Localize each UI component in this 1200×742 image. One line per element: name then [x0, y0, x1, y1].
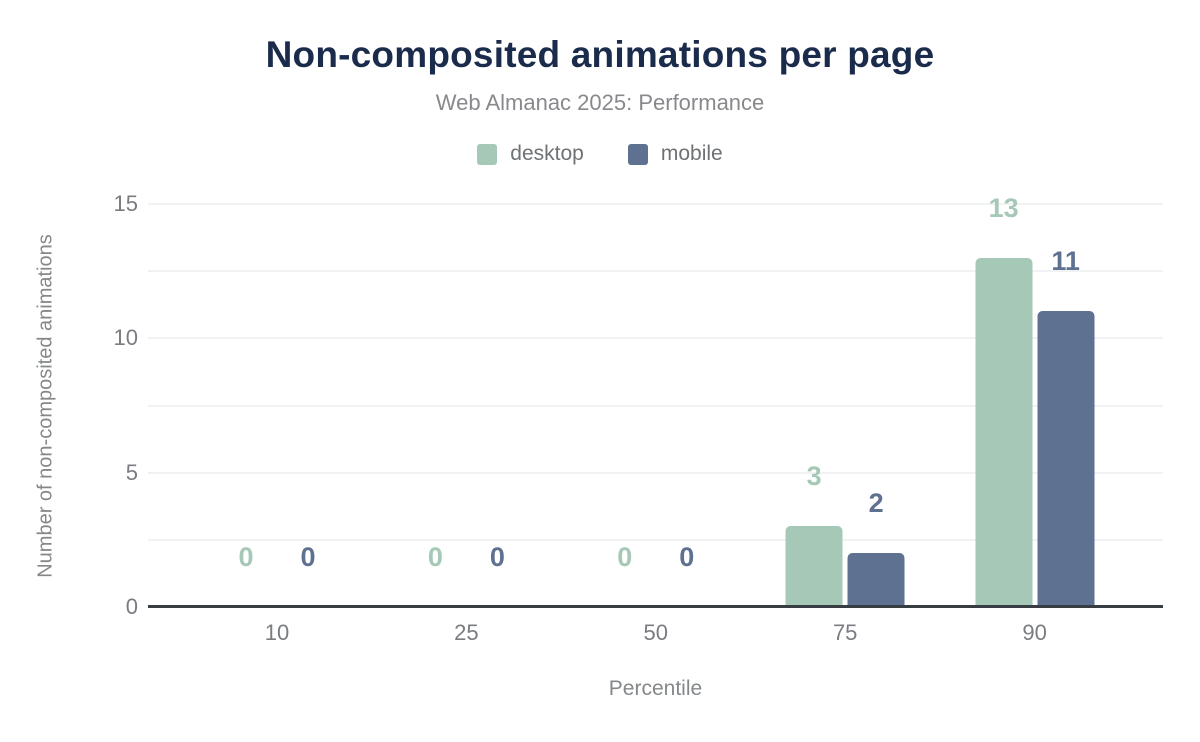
bar-value-label-desktop-p25: 0 [427, 542, 443, 572]
bar-desktop-p90 [975, 257, 1033, 607]
bar-mobile-p90 [1037, 311, 1095, 607]
bar-value-label-desktop-p50: 0 [617, 542, 633, 572]
x-tick-label: 90 [1022, 620, 1047, 645]
bar-value-label-desktop-p75: 3 [806, 461, 822, 492]
bar-value-label-desktop-p90: 13 [988, 192, 1019, 223]
legend-item-mobile: mobile [627, 142, 723, 166]
bar-cell-desktop-p10: 0 [218, 204, 275, 607]
plot-area: 0 0 0 0 0 0 3 2 13 11 [148, 194, 1163, 608]
x-axis-baseline [148, 605, 1163, 608]
legend-label-desktop: desktop [510, 142, 584, 165]
bar-value-label-mobile-p90: 11 [1051, 246, 1080, 277]
y-tick-label: 0 [125, 594, 138, 619]
x-axis-title: Percentile [608, 677, 703, 700]
bar-cell-desktop-p25: 0 [407, 204, 464, 607]
gridline [148, 404, 1163, 407]
chart-title: Non-composited animations per page [265, 34, 935, 75]
x-tick-label: 10 [264, 620, 290, 645]
y-tick-label: 10 [113, 325, 138, 351]
gridline [148, 337, 1163, 340]
x-tick-label: 25 [454, 620, 479, 645]
bar-cell-mobile-p90: 11 [1037, 204, 1095, 607]
bar-group-p90: 13 11 [975, 194, 1095, 607]
bar-cell-mobile-p75: 2 [847, 204, 905, 607]
x-tick-label: 75 [832, 620, 858, 645]
legend-item-desktop: desktop [477, 142, 584, 166]
y-axis-title: Number of non-composited animations [34, 234, 57, 578]
bar-cell-desktop-p90: 13 [975, 194, 1033, 607]
gridline [148, 203, 1163, 205]
gridline [148, 270, 1163, 273]
bar-value-label-mobile-p75: 2 [868, 488, 884, 519]
bar-value-label-mobile-p50: 0 [679, 542, 695, 572]
bar-cell-mobile-p50: 0 [658, 204, 715, 607]
x-tick-label: 50 [643, 620, 669, 645]
bar-value-label-desktop-p10: 0 [238, 542, 254, 572]
bar-value-label-mobile-p25: 0 [489, 542, 505, 572]
legend-swatch-mobile [627, 143, 648, 165]
bar-cell-mobile-p25: 0 [469, 204, 526, 607]
gridline [148, 538, 1163, 541]
legend: desktop mobile [0, 142, 1200, 166]
legend-label-mobile: mobile [660, 142, 723, 165]
bar-cell-desktop-p75: 3 [785, 204, 843, 607]
bar-desktop-p75 [785, 526, 843, 607]
bar-cell-mobile-p10: 0 [280, 204, 337, 607]
bar-mobile-p75 [847, 553, 905, 607]
legend-swatch-desktop [477, 143, 498, 165]
gridline [148, 471, 1163, 474]
chart-subtitle: Web Almanac 2025: Performance [435, 90, 765, 115]
bar-cell-desktop-p50: 0 [596, 204, 653, 607]
bar-value-label-mobile-p10: 0 [300, 542, 316, 572]
y-tick-label: 15 [113, 191, 138, 216]
y-tick-label: 5 [125, 459, 138, 485]
